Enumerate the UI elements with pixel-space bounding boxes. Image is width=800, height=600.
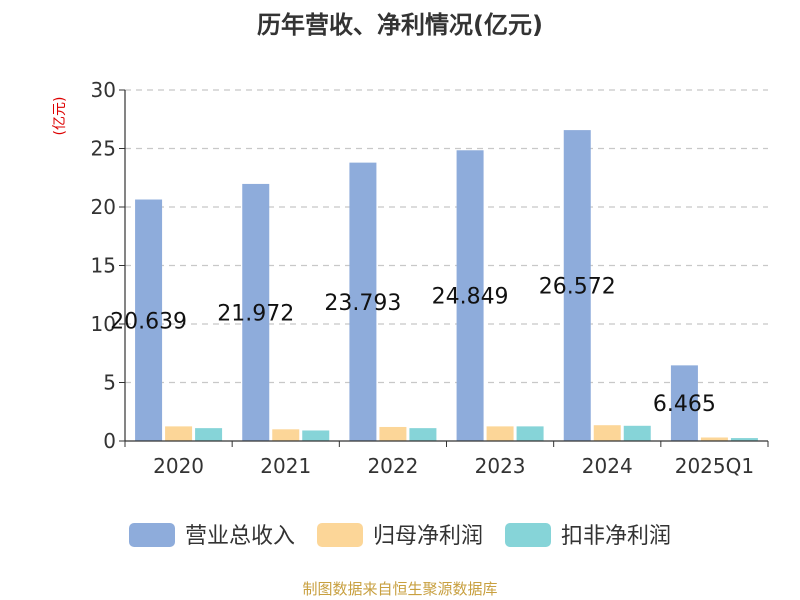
bar-3-2025Q1[interactable] bbox=[730, 438, 758, 441]
bar-2-2021[interactable] bbox=[272, 429, 300, 441]
y-axis-unit: (亿元) bbox=[52, 97, 68, 136]
y-tick-label: 25 bbox=[91, 137, 116, 161]
bar-3-2021[interactable] bbox=[302, 430, 330, 441]
x-tick-label: 2024 bbox=[582, 454, 633, 478]
bar-1-2025Q1[interactable] bbox=[670, 365, 698, 441]
legend-item-1[interactable]: 营业总收入 bbox=[129, 523, 295, 549]
bar-1-2022[interactable] bbox=[349, 162, 377, 442]
y-tick-label: 0 bbox=[103, 429, 116, 453]
x-tick-label: 2020 bbox=[153, 454, 204, 478]
tick-labels: 0 5 10 15 20 25 30 2020 2021 2022 2023 2024 2025Q1 bbox=[91, 78, 755, 478]
data-label: 6.465 bbox=[653, 392, 716, 417]
x-tick-label: 2022 bbox=[367, 454, 418, 478]
legend-label: 归母净利润 bbox=[373, 524, 483, 549]
data-label: 20.639 bbox=[110, 309, 187, 334]
y-tick-label: 20 bbox=[91, 195, 116, 219]
x-tick-label: 2021 bbox=[260, 454, 311, 478]
legend-item-3[interactable]: 扣非净利润 bbox=[505, 523, 671, 549]
data-label: 21.972 bbox=[217, 301, 294, 326]
bars bbox=[135, 130, 758, 442]
bar-3-2023[interactable] bbox=[516, 426, 544, 441]
y-tick-label: 15 bbox=[91, 254, 116, 278]
y-tick-label: 10 bbox=[91, 312, 116, 336]
legend-label: 营业总收入 bbox=[185, 524, 295, 549]
legend-swatch bbox=[129, 523, 175, 547]
bar-3-2020[interactable] bbox=[195, 428, 223, 441]
bar-3-2022[interactable] bbox=[409, 428, 437, 441]
data-labels: 20.639 21.972 23.793 24.849 26.572 6.465 bbox=[110, 275, 716, 418]
bar-1-2023[interactable] bbox=[456, 150, 484, 441]
data-label: 24.849 bbox=[432, 285, 509, 310]
bar-2-2020[interactable] bbox=[165, 426, 193, 441]
bar-3-2024[interactable] bbox=[623, 425, 651, 441]
chart-title: 历年营收、净利情况(亿元) bbox=[257, 11, 543, 39]
legend: 营业总收入 归母净利润 扣非净利润 bbox=[129, 523, 671, 549]
bar-2-2025Q1[interactable] bbox=[700, 437, 728, 441]
legend-item-2[interactable]: 归母净利润 bbox=[317, 523, 483, 549]
x-tick-label: 2025Q1 bbox=[675, 454, 754, 478]
x-tick-label: 2023 bbox=[475, 454, 526, 478]
data-label: 23.793 bbox=[324, 291, 401, 316]
legend-label: 扣非净利润 bbox=[561, 524, 671, 549]
legend-swatch bbox=[505, 523, 551, 547]
y-tick-label: 30 bbox=[91, 78, 116, 102]
data-label: 26.572 bbox=[539, 275, 616, 300]
bar-2-2023[interactable] bbox=[486, 426, 514, 441]
bar-2-2024[interactable] bbox=[593, 425, 621, 441]
bar-2-2022[interactable] bbox=[379, 426, 407, 441]
source-note: 制图数据来自恒生聚源数据库 bbox=[302, 580, 497, 598]
gridlines bbox=[125, 89, 768, 384]
bar-1-2020[interactable] bbox=[135, 199, 163, 441]
legend-swatch bbox=[317, 523, 363, 547]
bar-1-2021[interactable] bbox=[242, 183, 270, 441]
bar-1-2024[interactable] bbox=[563, 130, 591, 441]
axes bbox=[119, 89, 769, 447]
y-tick-label: 5 bbox=[103, 371, 116, 395]
